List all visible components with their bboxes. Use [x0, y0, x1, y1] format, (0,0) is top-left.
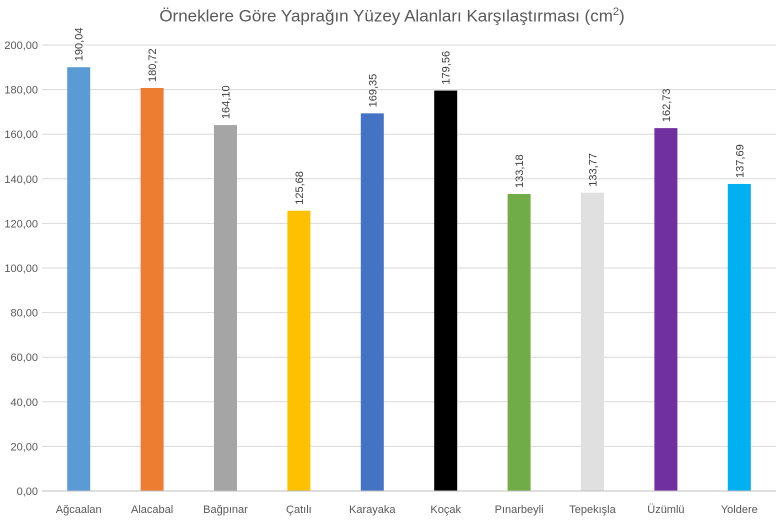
y-tick-label: 60,00 — [10, 352, 38, 364]
bar — [581, 192, 604, 491]
y-tick-label: 120,00 — [4, 218, 38, 230]
data-label: 133,77 — [588, 153, 600, 187]
x-tick-label: Karayaka — [349, 504, 396, 516]
data-label: 179,56 — [441, 51, 453, 85]
x-tick-label: Ağcaalan — [56, 504, 102, 516]
chart-title: Örneklere Göre Yaprağın Yüzey Alanları K… — [0, 6, 784, 27]
y-tick-label: 140,00 — [4, 174, 38, 186]
data-label: 169,35 — [367, 74, 379, 108]
y-tick-label: 180,00 — [4, 85, 38, 97]
y-tick-label: 0,00 — [17, 486, 38, 498]
bar — [140, 87, 164, 492]
bar — [360, 113, 384, 492]
y-tick-label: 160,00 — [4, 129, 38, 141]
y-tick-label: 40,00 — [10, 397, 38, 409]
bar — [727, 183, 751, 491]
y-tick-label: 80,00 — [10, 308, 38, 320]
chart-title-superscript: 2 — [612, 6, 619, 18]
x-tick-label: Yoldere — [721, 504, 758, 516]
data-label: 133,18 — [514, 154, 526, 188]
x-tick-label: Alacabal — [131, 504, 173, 516]
y-tick-label: 20,00 — [10, 441, 38, 453]
bar — [67, 67, 91, 491]
x-tick-label: Üzümlü — [647, 504, 684, 516]
x-tick-label: Pınarbeyli — [495, 504, 544, 516]
bar — [507, 194, 531, 491]
x-tick-label: Koçak — [430, 504, 461, 516]
y-tick-label: 100,00 — [4, 263, 38, 275]
data-label: 162,73 — [661, 88, 673, 122]
chart-title-suffix: ) — [618, 6, 625, 26]
bar — [654, 128, 678, 491]
chart-title-text: Örneklere Göre Yaprağın Yüzey Alanları K… — [159, 6, 613, 26]
data-label: 125,68 — [294, 171, 306, 205]
data-label: 137,69 — [734, 144, 746, 178]
bar — [214, 125, 237, 491]
data-label: 190,04 — [74, 28, 86, 62]
x-tick-label: Tepekışla — [569, 504, 616, 516]
y-tick-label: 200,00 — [4, 40, 38, 52]
data-label: 180,72 — [147, 48, 159, 82]
x-tick-label: Bağpınar — [203, 504, 248, 516]
data-label: 164,10 — [221, 85, 233, 119]
x-tick-label: Çatılı — [286, 504, 312, 516]
bar — [434, 90, 458, 491]
bar — [287, 210, 311, 492]
